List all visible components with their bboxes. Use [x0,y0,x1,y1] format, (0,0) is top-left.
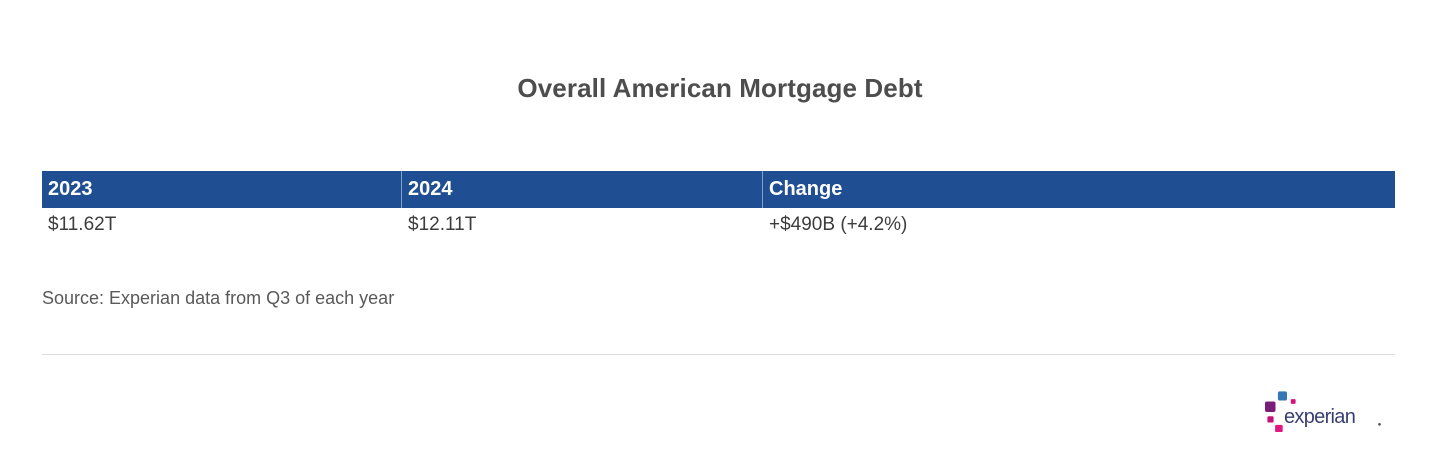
svg-text:experian: experian [1284,406,1355,428]
